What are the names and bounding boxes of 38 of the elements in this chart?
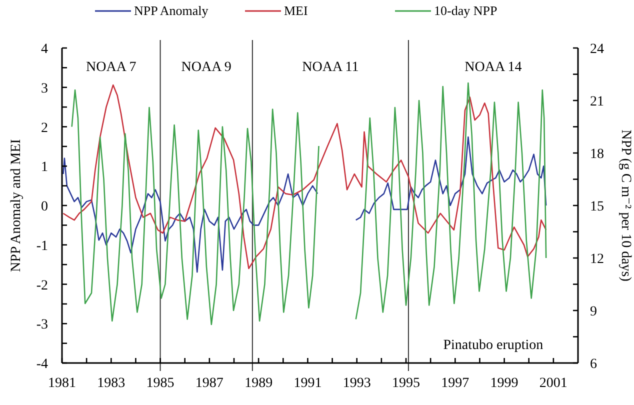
y2-tick-label: 12	[590, 252, 604, 267]
x-tick-label: 1983	[97, 376, 126, 391]
y-tick-label: -4	[36, 357, 48, 372]
y2-tick-label: 15	[590, 200, 604, 214]
y-tick-label: 3	[41, 81, 48, 96]
annotation: NOAA 7	[86, 60, 136, 75]
annotation: Pinatubo eruption	[443, 338, 544, 353]
legend-label: 10-day NPP	[434, 3, 498, 18]
y-tick-label: -3	[36, 318, 48, 333]
y-tick-label: 0	[41, 200, 48, 214]
x-tick-label: 1989	[244, 376, 273, 391]
y-tick-label: -2	[36, 278, 48, 294]
x-tick-label: 1987	[195, 376, 224, 391]
x-tick-label: 1991	[294, 376, 322, 391]
y-axis-title: NPP Anomaly and MEI	[9, 138, 24, 272]
x-tick-label: 2001	[539, 376, 568, 391]
y2-tick-label: 6	[590, 357, 597, 372]
y-tick-label: 2	[41, 120, 48, 136]
y2-tick-label: 24	[590, 42, 604, 57]
x-tick-label: 1997	[441, 376, 470, 391]
x-tick-label: 1985	[146, 376, 174, 391]
y-tick-label: 1	[41, 160, 48, 176]
legend-label: NPP Anomaly	[134, 3, 209, 18]
y-tick-label: -1	[36, 238, 48, 254]
line-series	[62, 84, 547, 270]
x-tick-label: 1999	[490, 376, 518, 391]
y2-tick-label: 21	[590, 94, 604, 110]
x-tick-label: 1981	[48, 376, 76, 391]
x-tick-label: 1993	[342, 376, 371, 391]
x-tick-label: 1995	[392, 376, 420, 391]
legend-label: MEI	[284, 3, 308, 18]
annotation: NOAA 9	[181, 60, 232, 75]
annotation: NOAA 11	[302, 60, 359, 75]
y2-tick-label: 9	[590, 304, 597, 320]
y-tick-label: 4	[41, 42, 48, 57]
y2-axis-title: NPP (g C m⁻² per 10 days)	[618, 130, 633, 282]
y2-tick-label: 18	[590, 147, 604, 162]
annotation: NOAA 14	[464, 60, 522, 75]
